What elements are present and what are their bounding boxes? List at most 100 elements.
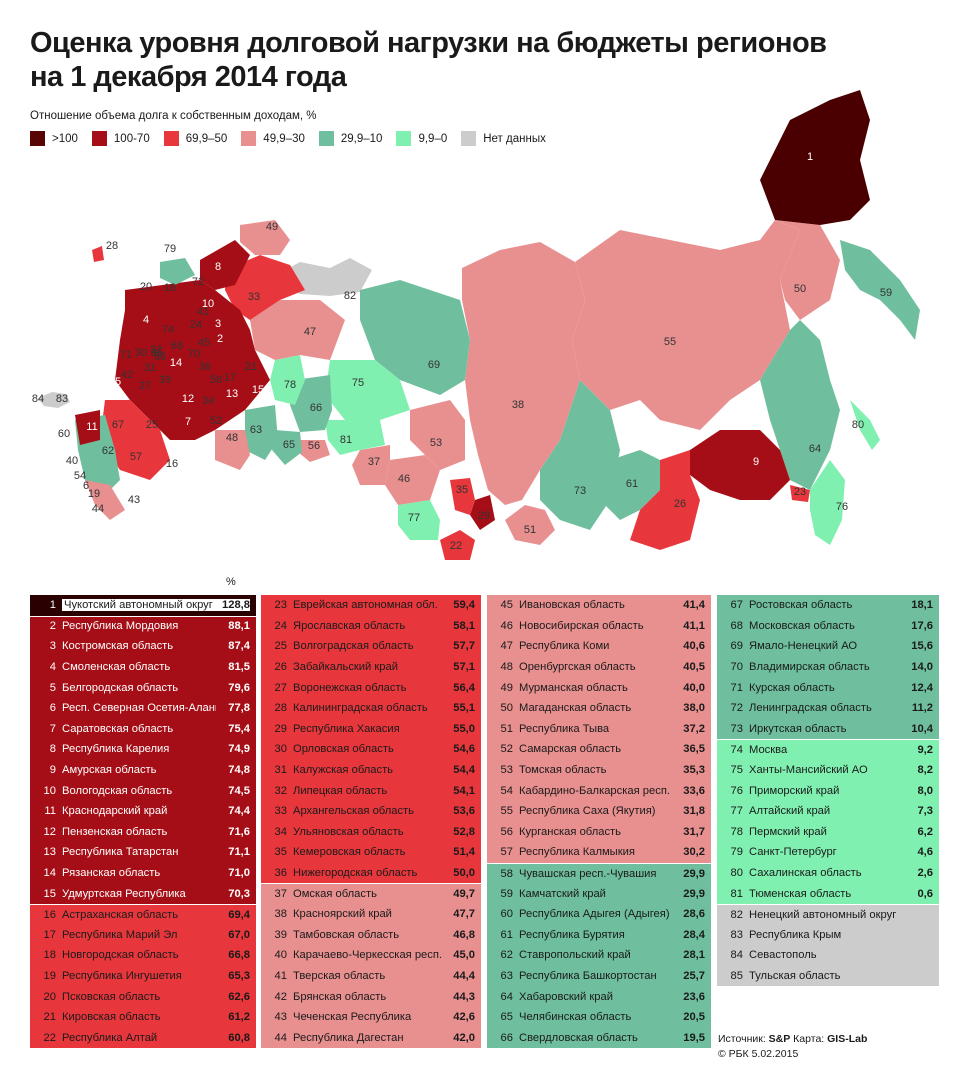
- table-row: 65 Челябинская область 20,5: [487, 1006, 711, 1028]
- table-row: 44 Республика Дагестан 42,0: [261, 1027, 481, 1049]
- table-column-3: 45 Ивановская область 41,4 46 Новосибирская …: [487, 595, 711, 1049]
- table-row: 58 Чувашская респ.-Чувашия 29,9: [487, 862, 711, 884]
- region-value: 6,2: [917, 825, 933, 838]
- region-name: Краснодарский край: [62, 805, 168, 818]
- region-value: 20,5: [683, 1011, 705, 1024]
- region-name: Тверская область: [293, 969, 386, 982]
- map-region-number: 6: [83, 480, 89, 492]
- region-name: Республика Саха (Якутия): [519, 805, 656, 818]
- table-row: 27 Воронежская область 56,4: [261, 677, 481, 698]
- region-name: Астраханская область: [62, 908, 179, 921]
- region-number: 21: [43, 1011, 56, 1024]
- map-region-number: 30: [135, 347, 147, 359]
- region-name: Калужская область: [293, 764, 394, 777]
- table-row: 42 Брянская область 44,3: [261, 986, 481, 1007]
- table-row: 39 Тамбовская область 46,8: [261, 924, 481, 946]
- map-region-number: 11: [86, 421, 97, 433]
- region-kamchatka: [840, 240, 920, 340]
- map-region-number: 71: [120, 349, 132, 361]
- region-number: 14: [43, 867, 56, 880]
- region-value: 71,6: [228, 825, 250, 838]
- region-value: 45,0: [453, 949, 475, 962]
- table-row: 45 Ивановская область 41,4: [487, 595, 711, 616]
- region-number: 64: [500, 990, 513, 1003]
- region-number: 72: [730, 702, 743, 715]
- region-value: 42,6: [453, 1011, 475, 1024]
- region-name: Новосибирская область: [519, 619, 644, 632]
- legend-swatch: [30, 131, 45, 146]
- region-value: 42,0: [453, 1031, 475, 1044]
- region-tomsk: [410, 400, 465, 470]
- map-region-number: 5: [115, 376, 121, 388]
- region-value: 67,0: [228, 928, 250, 941]
- table-row: 40 Карачаево-Черкесская респ. 45,0: [261, 945, 481, 966]
- table-row: 8 Республика Карелия 74,9: [30, 739, 256, 760]
- region-number: 63: [500, 969, 513, 982]
- map-region-number: 54: [74, 470, 86, 482]
- region-name: Челябинская область: [519, 1011, 632, 1024]
- table-row: 55 Республика Саха (Якутия) 31,8: [487, 800, 711, 822]
- map-region-number: 62: [102, 445, 114, 457]
- table-row: 26 Забайкальский край 57,1: [261, 656, 481, 678]
- region-name: Вологодская область: [62, 784, 173, 797]
- legend: >100 100-70 69,9–50 49,9–30 29,9–10 9,9–0 Нет …: [30, 131, 560, 146]
- region-number: 25: [274, 640, 287, 653]
- table-row: 67 Ростовская область 18,1: [717, 595, 939, 616]
- map-region-number: 4: [143, 314, 149, 326]
- table-row: 12 Пензенская область 71,6: [30, 821, 256, 843]
- table-row: 19 Республика Ингушетия 65,3: [30, 965, 256, 987]
- region-chelyabinsk: [272, 430, 302, 465]
- region-zabaikalsky: [630, 450, 700, 550]
- region-name: Ставропольский край: [519, 949, 631, 962]
- region-name: Архангельская область: [293, 805, 415, 818]
- legend-label: 49,9–30: [263, 132, 305, 145]
- region-number: 84: [730, 949, 743, 962]
- table-row: 29 Республика Хакасия 55,0: [261, 718, 481, 740]
- map-region-number: 65: [283, 439, 295, 451]
- region-value: 62,6: [228, 990, 250, 1003]
- region-number: 41: [274, 969, 287, 982]
- region-altai-krai: [398, 500, 440, 540]
- table-row: 56 Курганская область 31,7: [487, 821, 711, 843]
- region-number: 60: [500, 908, 513, 921]
- region-name: Республика Хакасия: [293, 722, 400, 735]
- region-name: Московская область: [749, 619, 855, 632]
- region-value: 25,7: [683, 969, 705, 982]
- region-value: 40,5: [683, 661, 705, 674]
- region-number: 51: [500, 722, 513, 735]
- region-number: 22: [43, 1031, 56, 1044]
- region-name: Владимирская область: [749, 661, 870, 674]
- region-value: 81,5: [228, 661, 250, 674]
- map-region-number: 83: [56, 393, 68, 405]
- region-name: Пермский край: [749, 825, 827, 838]
- table-row: 60 Республика Адыгея (Адыгея) 28,6: [487, 903, 711, 925]
- region-value: 14,0: [911, 661, 933, 674]
- page-title: Оценка уровня долговой нагрузки на бюдже…: [30, 26, 827, 94]
- region-number: 28: [274, 702, 287, 715]
- region-name: Камчатский край: [519, 887, 606, 900]
- region-number: 27: [274, 681, 287, 694]
- map-region-number: 86: [154, 351, 166, 363]
- region-number: 82: [730, 908, 743, 921]
- table-row: 7 Саратовская область 75,4: [30, 718, 256, 740]
- region-name: Республика Марий Эл: [62, 928, 178, 941]
- region-value: 17,6: [911, 619, 933, 632]
- region-name: Саратовская область: [62, 722, 174, 735]
- region-value: 30,2: [683, 846, 705, 859]
- legend-item: 29,9–10: [318, 131, 382, 146]
- region-name: Республика Коми: [519, 640, 610, 653]
- region-value: 74,8: [228, 764, 250, 777]
- map-region-number: 82: [344, 290, 356, 302]
- region-name: Тульская область: [749, 969, 841, 982]
- region-number: 61: [500, 928, 513, 941]
- region-crimea: [38, 392, 70, 408]
- map-region-number: 47: [304, 326, 316, 338]
- map-region-number: 56: [308, 440, 320, 452]
- region-name: Белгородская область: [62, 681, 179, 694]
- region-name: Удмуртская Республика: [62, 887, 186, 900]
- region-number: 55: [500, 805, 513, 818]
- map-region-number: 75: [352, 377, 364, 389]
- region-number: 8: [49, 743, 56, 756]
- table-row: 59 Камчатский край 29,9: [487, 883, 711, 904]
- table-row: 75 Ханты-Мансийский АО 8,2: [717, 759, 939, 781]
